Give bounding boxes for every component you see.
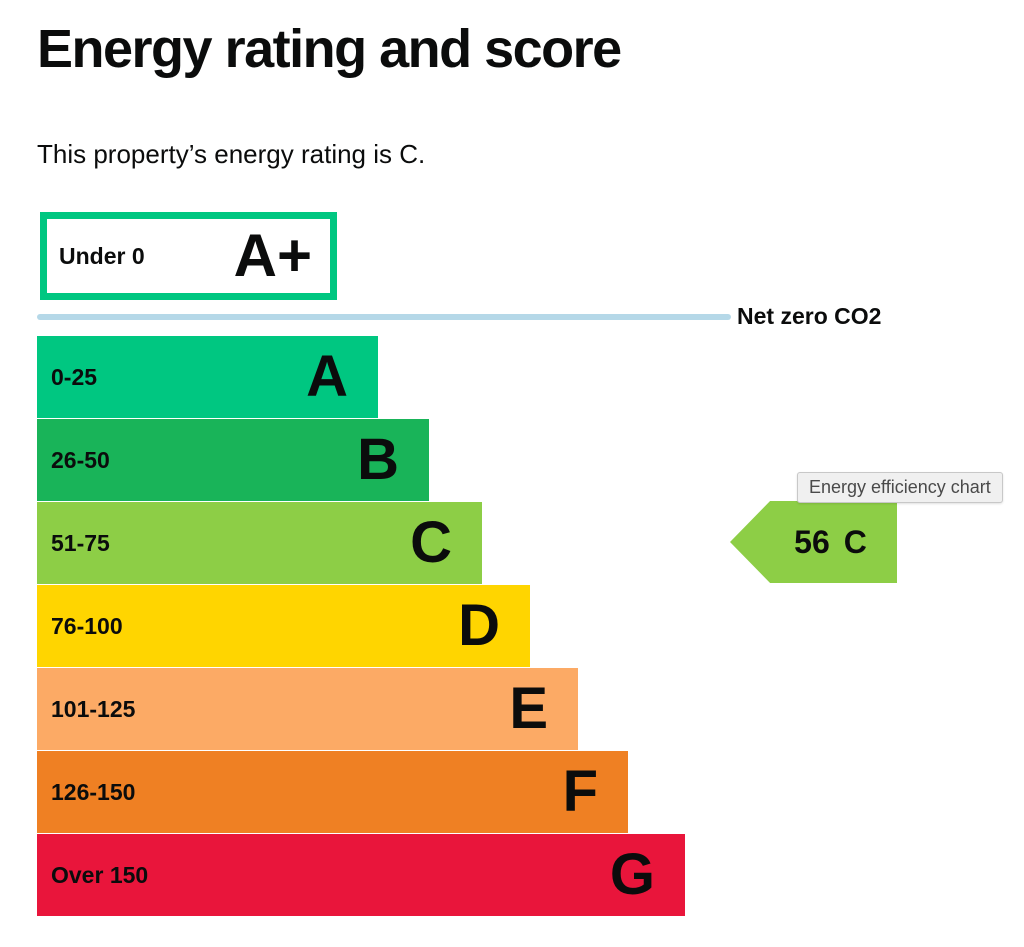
band-range-label: Under 0 — [59, 242, 145, 269]
band-letter: D — [458, 593, 500, 658]
band-letter: E — [509, 676, 548, 741]
page-title: Energy rating and score — [37, 19, 622, 79]
band-row-e: 101-125 E — [37, 668, 578, 750]
energy-efficiency-chart[interactable]: Under 0 A+ Net zero CO2 0-25 A 26-50 B 51-75… — [0, 200, 1024, 947]
band-row-b: 26-50 B — [37, 419, 429, 501]
band-range-label: 26-50 — [51, 446, 110, 473]
band-range-label: Over 150 — [51, 861, 149, 888]
band-row-c: 51-75 C — [37, 502, 482, 584]
band-range-label: 51-75 — [51, 529, 110, 556]
current-rating-marker: 56 C — [730, 501, 897, 583]
current-score: 56 — [794, 523, 830, 560]
net-zero-line — [37, 314, 731, 320]
band-row-d: 76-100 D — [37, 585, 530, 667]
band-range-label: 0-25 — [51, 363, 98, 390]
band-range-label: 126-150 — [51, 778, 136, 805]
band-row-f: 126-150 F — [37, 751, 628, 833]
band-letter: G — [609, 842, 655, 907]
band-letter: A+ — [233, 222, 312, 289]
band-row-g: Over 150 G — [37, 834, 685, 916]
chart-tooltip: Energy efficiency chart — [797, 472, 1003, 503]
band-row-a-plus: Under 0 A+ — [40, 212, 337, 300]
current-band-letter: C — [843, 523, 867, 560]
rating-bands: 0-25 A 26-50 B 51-75 C 76-100 D 101-125 E 126-150 F… — [37, 336, 685, 917]
page-subtitle: This property’s energy rating is C. — [37, 139, 426, 169]
band-range-label: 76-100 — [51, 612, 123, 639]
band-letter: A — [306, 344, 348, 409]
band-letter: B — [357, 427, 399, 492]
band-letter: C — [410, 510, 452, 575]
net-zero-label: Net zero CO2 — [737, 303, 882, 329]
band-letter: F — [562, 759, 598, 824]
band-row-a: 0-25 A — [37, 336, 378, 418]
band-range-label: 101-125 — [51, 695, 136, 722]
